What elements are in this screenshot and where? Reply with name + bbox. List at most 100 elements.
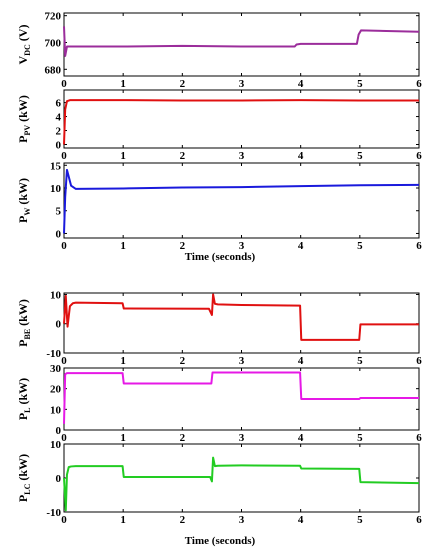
y-axis-label-main: V — [16, 55, 30, 64]
plot-frame — [63, 443, 420, 513]
y-tick-label: 0 — [56, 140, 62, 152]
y-axis-label: PW (kW) — [16, 178, 32, 223]
y-axis-label-sub: DC — [23, 44, 32, 56]
y-axis-label-unit: (kW) — [16, 95, 30, 125]
y-tick-label: 10 — [50, 289, 62, 301]
plot-frame — [63, 12, 420, 77]
y-axis-label-unit: (kW) — [16, 454, 30, 484]
x-tick-label: 3 — [239, 355, 245, 367]
x-tick-label: 5 — [357, 432, 363, 444]
x-tick-label: 2 — [180, 78, 186, 90]
x-tick-label: 4 — [298, 150, 304, 162]
x-tick-label: 1 — [120, 240, 126, 252]
y-tick-label: 10 — [50, 404, 62, 416]
y-axis-label-unit: (V) — [16, 25, 30, 45]
x-tick-label: 3 — [239, 240, 245, 252]
y-tick-label: -10 — [46, 348, 61, 360]
x-tick-label: 4 — [298, 514, 304, 526]
x-tick-label: 0 — [61, 514, 67, 526]
x-tick-label: 2 — [180, 240, 186, 252]
y-axis-label-sub: BE — [23, 329, 32, 340]
y-tick-label: 720 — [45, 11, 62, 23]
y-tick-label: 680 — [45, 64, 62, 76]
x-tick-label: 5 — [357, 514, 363, 526]
y-tick-label: 0 — [56, 319, 62, 331]
y-tick-label: 30 — [50, 363, 62, 375]
x-tick-label: 6 — [416, 240, 422, 252]
y-tick-label: -10 — [46, 507, 61, 519]
x-tick-label: 4 — [298, 78, 304, 90]
series-line-6-1 — [63, 456, 420, 512]
x-tick-label: 1 — [120, 355, 126, 367]
y-tick-label: 4 — [56, 112, 62, 124]
x-tick-label: 6 — [416, 355, 422, 367]
x-tick-label: 3 — [239, 432, 245, 444]
x-tick-label: 5 — [357, 240, 363, 252]
x-tick-label: 0 — [61, 78, 67, 90]
x-tick-label: 0 — [61, 240, 67, 252]
y-axis-label-sub: PV — [23, 125, 32, 136]
series-line-5-1 — [63, 371, 419, 424]
y-axis-label: PLC (kW) — [16, 454, 32, 502]
plot-frame — [63, 367, 420, 431]
x-tick-label: 3 — [239, 78, 245, 90]
x-tick-label: 4 — [298, 355, 304, 367]
plot-frame — [63, 162, 420, 239]
series-line-2-1 — [63, 99, 419, 145]
plot-frame — [63, 292, 420, 354]
x-tick-label: 1 — [120, 150, 126, 162]
y-axis-label-sub: L — [23, 407, 32, 412]
x-tick-label: 0 — [61, 150, 67, 162]
x-tick-label: 5 — [357, 150, 363, 162]
y-axis-label-main: P — [16, 340, 30, 347]
panel-1: 0 1 2 3 4 5 6 680 700 720 VDC (V) — [16, 11, 422, 90]
y-tick-label: 0 — [56, 473, 62, 485]
y-tick-label: 0 — [56, 425, 62, 437]
x-tick-label: 5 — [357, 78, 363, 90]
y-tick-label: 15 — [50, 160, 62, 172]
x-tick-label: 2 — [180, 355, 186, 367]
x-tick-label: 6 — [416, 514, 422, 526]
y-tick-label: 0 — [56, 228, 62, 240]
panel-5: 0 1 2 3 4 5 6 0 10 20 30 PL (kW) — [16, 363, 422, 444]
panel-2: 0 1 2 3 4 5 6 0 2 4 6 PPV (kW) — [16, 89, 422, 162]
y-tick-label: 20 — [50, 384, 62, 396]
x-tick-label: 6 — [416, 432, 422, 444]
y-tick-label: 10 — [50, 183, 62, 195]
x-tick-label: 1 — [120, 514, 126, 526]
y-tick-label: 10 — [50, 439, 62, 451]
x-tick-label: 0 — [61, 432, 67, 444]
x-tick-label: 2 — [180, 150, 186, 162]
y-axis-label-main: P — [16, 495, 30, 502]
y-axis-label-main: P — [16, 136, 30, 143]
x-tick-label: 3 — [239, 150, 245, 162]
x-tick-label: 1 — [120, 432, 126, 444]
panel-3: 0 1 2 3 4 5 6 0 5 10 15 PW (kW) — [16, 160, 422, 252]
x-tick-label: 0 — [61, 355, 67, 367]
x-axis-label-bottom: Time (seconds) — [185, 535, 256, 547]
y-tick-label: 6 — [56, 98, 62, 110]
y-axis-label-sub: LC — [23, 483, 32, 494]
y-axis-label-unit: (kW) — [16, 178, 30, 208]
series-line-3-1 — [63, 168, 420, 234]
series-line-1-1 — [63, 26, 420, 57]
y-axis-label: PPV (kW) — [16, 95, 32, 143]
y-tick-label: 2 — [56, 126, 62, 138]
series-line-4-1 — [63, 293, 419, 341]
x-tick-label: 1 — [120, 78, 126, 90]
x-tick-label: 5 — [357, 355, 363, 367]
y-axis-label-main: P — [16, 413, 30, 420]
y-axis-label: PL (kW) — [16, 378, 32, 420]
y-axis-label: VDC (V) — [16, 25, 32, 65]
y-tick-label: 5 — [56, 206, 62, 218]
y-axis-label-unit: (kW) — [16, 299, 30, 329]
x-tick-label: 4 — [298, 432, 304, 444]
y-tick-label: 700 — [45, 37, 62, 49]
y-axis-label-main: P — [16, 216, 30, 223]
x-tick-label: 6 — [416, 78, 422, 90]
x-tick-label: 3 — [239, 514, 245, 526]
x-tick-label: 4 — [298, 240, 304, 252]
